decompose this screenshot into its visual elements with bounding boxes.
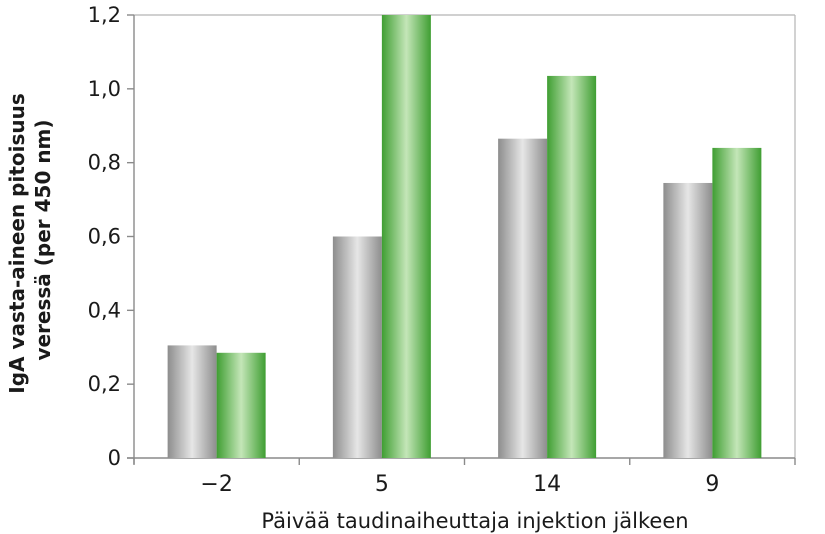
x-tick-label: 14 bbox=[533, 472, 561, 497]
x-tick-label: −2 bbox=[200, 472, 232, 497]
y-tick-label: 0,6 bbox=[88, 225, 121, 249]
bar-series-1 bbox=[167, 345, 217, 458]
y-tick-label: 0 bbox=[108, 446, 121, 470]
x-tick-label: 9 bbox=[705, 472, 719, 497]
y-tick-label: 0,4 bbox=[88, 298, 121, 322]
y-axis-title: IgA vasta-aineen pitoisuus veressä (per … bbox=[5, 86, 55, 394]
x-axis-title: Päivää taudinaiheuttaja injektion jälkee… bbox=[261, 509, 688, 533]
y-axis-title-line-1: IgA vasta-aineen pitoisuus bbox=[5, 93, 29, 394]
y-tick-label: 0,2 bbox=[88, 372, 121, 396]
bar-series-2 bbox=[216, 352, 266, 458]
y-tick-label: 0,8 bbox=[88, 151, 121, 175]
bar-series-1 bbox=[663, 182, 713, 459]
bar-series-1 bbox=[498, 138, 548, 458]
bar-series-1 bbox=[332, 236, 382, 458]
bar-series-2 bbox=[381, 15, 431, 458]
y-tick-label: 1,0 bbox=[88, 77, 121, 101]
bar-series-2 bbox=[712, 147, 762, 458]
y-axis-title-line-2: veressä (per 450 nm) bbox=[31, 119, 55, 360]
x-tick-label: 5 bbox=[375, 472, 389, 497]
labels: 0 0,2 0,4 0,6 0,8 1,0 1,2 −2 5 14 9 bbox=[88, 3, 720, 497]
bars bbox=[167, 15, 762, 459]
y-tick-label: 1,2 bbox=[88, 3, 121, 27]
bar-series-2 bbox=[547, 75, 597, 458]
